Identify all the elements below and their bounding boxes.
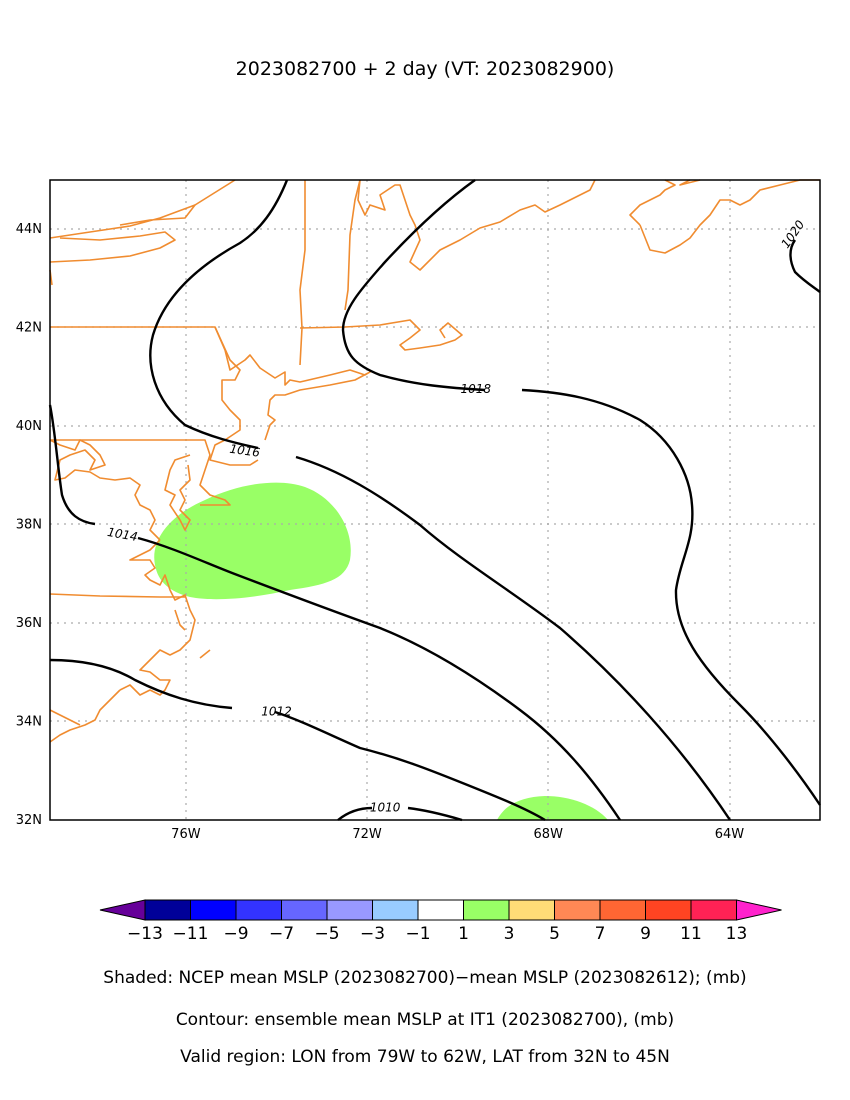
colorbar-label: −11 [173,924,209,944]
colorbar-swatch [144,899,191,921]
contour-label: 1020 [778,217,807,250]
nova-scotia-3 [679,179,701,186]
map-grid [50,180,820,820]
nova-scotia-2 [639,179,820,254]
lat-tick-label: 32N [16,813,42,828]
colorbar-label: 13 [726,924,748,944]
massachusetts-border [299,319,463,351]
va-coast [119,539,196,696]
contour-label: 1010 [370,801,401,815]
colorbar-swatch [645,899,692,921]
contour-1020 [789,239,821,293]
colorbar-swatch [554,899,601,921]
colorbar-swatch [190,899,237,921]
colorbar-swatch [508,899,555,921]
map-frame [49,179,821,821]
coastlines [49,179,820,743]
colorbar-high-arrow [736,899,782,921]
caption-region: Valid region: LON from 79W to 62W, LAT f… [180,1047,670,1067]
nj-coast [209,326,259,466]
lat-tick-label: 40N [16,419,42,434]
lat-tick-label: 42N [16,321,42,336]
colorbar-label: 7 [595,924,606,944]
quebec-border [194,179,236,206]
mslp-contours [48,179,821,822]
chesapeake-west [49,439,161,541]
colorbar-swatch [235,899,282,921]
vermont-nh-line [299,180,306,366]
contour-label: 1016 [229,442,262,460]
axis-labels: 44N 42N 40N 38N 36N 34N 32N 76W 72W 68W 64W [16,222,745,842]
colorbar-label: 9 [640,924,651,944]
colorbar-label: −13 [127,924,163,944]
sc-border [49,709,81,726]
lon-tick-label: 72W [352,827,382,842]
lat-tick-label: 34N [16,715,42,730]
nova-scotia [629,179,676,226]
contour-label: 1012 [261,705,292,719]
colorbar-swatch [372,899,419,921]
colorbar-label: −1 [405,924,430,944]
colorbar-label: −3 [360,924,385,944]
lon-tick-label: 76W [171,827,201,842]
plot-title: 2023082700 + 2 day (VT: 2023082900) [235,58,615,80]
anomaly-region-southeast [497,796,608,820]
anomaly-region-east-coast [154,482,351,600]
colorbar-label: 3 [504,924,515,944]
colorbar-swatch [281,899,328,921]
contour-1018 [341,179,821,806]
lat-tick-label: 44N [16,222,42,237]
contour-1016 [149,179,731,821]
colorbar: −13 −11 −9 −7 −5 −3 −1 1 3 5 7 9 11 13 [99,899,782,944]
colorbar-label: 1 [458,924,469,944]
colorbar-swatch [599,899,646,921]
caption-contour: Contour: ensemble mean MSLP at IT1 (2023… [175,1010,675,1030]
pa-md-border [50,439,231,506]
contour-label: 1014 [106,525,139,544]
colorbar-low-arrow [99,899,146,921]
maine-interior [344,179,361,311]
sc-coast [49,689,121,743]
outer-banks [199,649,211,659]
lake-border [49,231,176,263]
maine-border [357,179,596,271]
lon-tick-label: 68W [534,827,564,842]
nc-border [49,593,185,598]
chesapeake [164,454,191,531]
contour-labels: 1010 1012 1014 1016 1018 1020 [106,217,807,814]
lat-tick-label: 36N [16,616,42,631]
colorbar-swatch [326,899,373,921]
colorbar-label: −7 [269,924,294,944]
contour-1010 [337,806,463,822]
colorbar-swatch [463,899,510,921]
caption-shaded: Shaded: NCEP mean MSLP (2023082700)−mean… [103,968,747,988]
lat-tick-label: 38N [16,518,42,533]
colorbar-swatch [417,899,464,921]
colorbar-label: −9 [223,924,248,944]
lon-tick-label: 64W [715,827,745,842]
contour-label: 1018 [460,382,491,396]
contour-1014 [48,404,621,821]
colorbar-label: −5 [314,924,339,944]
contour-1012 [49,658,546,822]
anomaly-shading [154,482,608,820]
colorbar-label: 5 [549,924,560,944]
canada-us-border [49,204,196,239]
colorbar-swatch [690,899,737,921]
colorbar-label: 11 [680,924,702,944]
ny-border [50,326,371,441]
outer-banks-2 [174,609,186,631]
